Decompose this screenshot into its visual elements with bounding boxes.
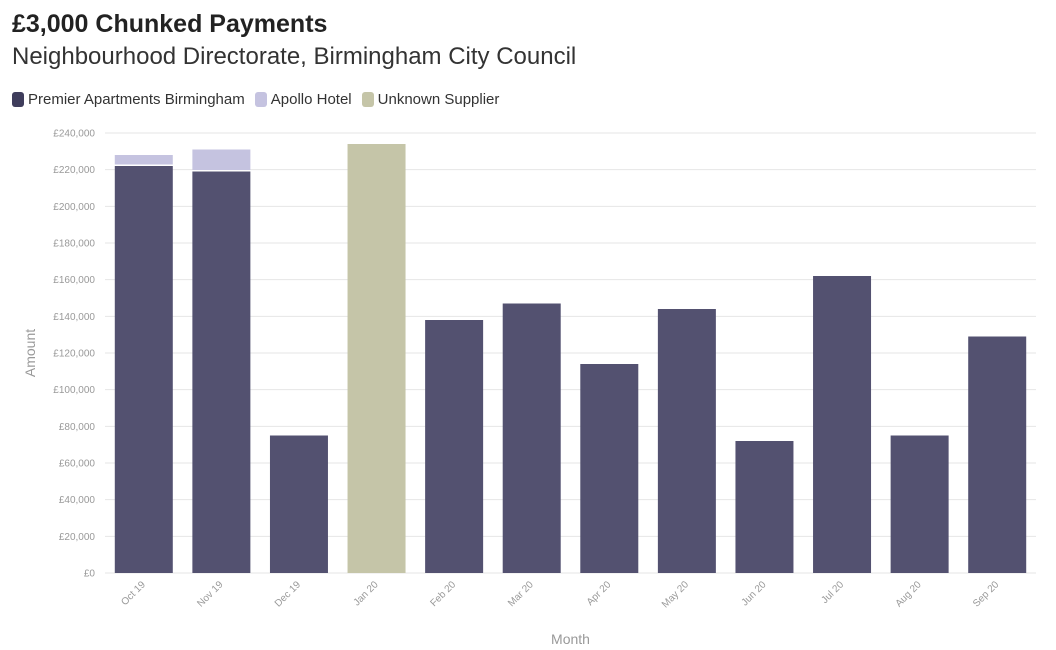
legend-item-apollo[interactable]: Apollo Hotel	[254, 91, 352, 108]
y-tick-label: £100,000	[53, 385, 95, 396]
bar-premier[interactable]	[425, 320, 484, 573]
bar-premier[interactable]	[813, 276, 872, 573]
bar-premier[interactable]	[890, 435, 949, 574]
bar-apollo[interactable]	[114, 155, 173, 165]
legend: Premier Apartments Birmingham Apollo Hot…	[12, 91, 509, 108]
bar-premier[interactable]	[502, 303, 561, 574]
legend-swatch-premier	[12, 92, 24, 107]
x-tick-label: Oct 19	[119, 579, 148, 608]
y-tick-label: £0	[84, 569, 96, 580]
bar-premier[interactable]	[735, 441, 794, 573]
legend-label-premier: Premier Apartments Birmingham	[28, 91, 245, 108]
bar-premier[interactable]	[580, 364, 639, 573]
legend-label-apollo: Apollo Hotel	[270, 91, 352, 108]
y-axis-title: Amount	[22, 329, 38, 377]
chart-title: £3,000 Chunked Payments	[12, 10, 328, 38]
legend-label-unknown: Unknown Supplier	[377, 91, 500, 108]
y-tick-label: £80,000	[59, 422, 96, 433]
x-axis-title: Month	[551, 631, 590, 647]
x-tick-label: Jun 20	[740, 579, 769, 608]
bar-premier[interactable]	[968, 336, 1027, 574]
chart-subtitle: Neighbourhood Directorate, Birmingham Ci…	[12, 43, 577, 70]
y-tick-label: £160,000	[53, 275, 95, 286]
legend-item-unknown[interactable]: Unknown Supplier	[361, 91, 500, 108]
y-tick-label: £40,000	[59, 495, 96, 506]
y-tick-label: £60,000	[59, 459, 96, 470]
legend-item-premier[interactable]: Premier Apartments Birmingham	[12, 91, 245, 108]
x-tick-label: Dec 19	[273, 579, 303, 609]
legend-swatch-apollo	[254, 92, 267, 107]
y-tick-label: £180,000	[53, 239, 95, 250]
bar-premier[interactable]	[114, 166, 173, 573]
bar-apollo[interactable]	[192, 149, 251, 171]
x-tick-label: Aug 20	[894, 579, 924, 609]
y-tick-label: £200,000	[53, 202, 95, 213]
bar-unknown[interactable]	[347, 144, 406, 573]
x-tick-label: Sep 20	[971, 579, 1001, 609]
x-tick-label: Jan 20	[352, 579, 381, 608]
x-tick-label: Nov 19	[195, 579, 225, 609]
legend-swatch-unknown	[361, 92, 374, 107]
y-tick-label: £120,000	[53, 349, 95, 360]
bar-premier[interactable]	[657, 309, 716, 573]
bar-premier[interactable]	[192, 171, 251, 574]
x-tick-label: May 20	[660, 579, 691, 610]
y-tick-label: £140,000	[53, 312, 95, 323]
x-tick-label: Apr 20	[585, 579, 614, 608]
bar-premier[interactable]	[269, 435, 328, 574]
x-tick-label: Mar 20	[506, 579, 536, 609]
y-tick-label: £20,000	[59, 532, 96, 543]
y-tick-label: £220,000	[53, 165, 95, 176]
x-tick-label: Feb 20	[428, 579, 458, 609]
y-tick-label: £240,000	[53, 129, 95, 140]
x-tick-label: Jul 20	[820, 579, 847, 606]
